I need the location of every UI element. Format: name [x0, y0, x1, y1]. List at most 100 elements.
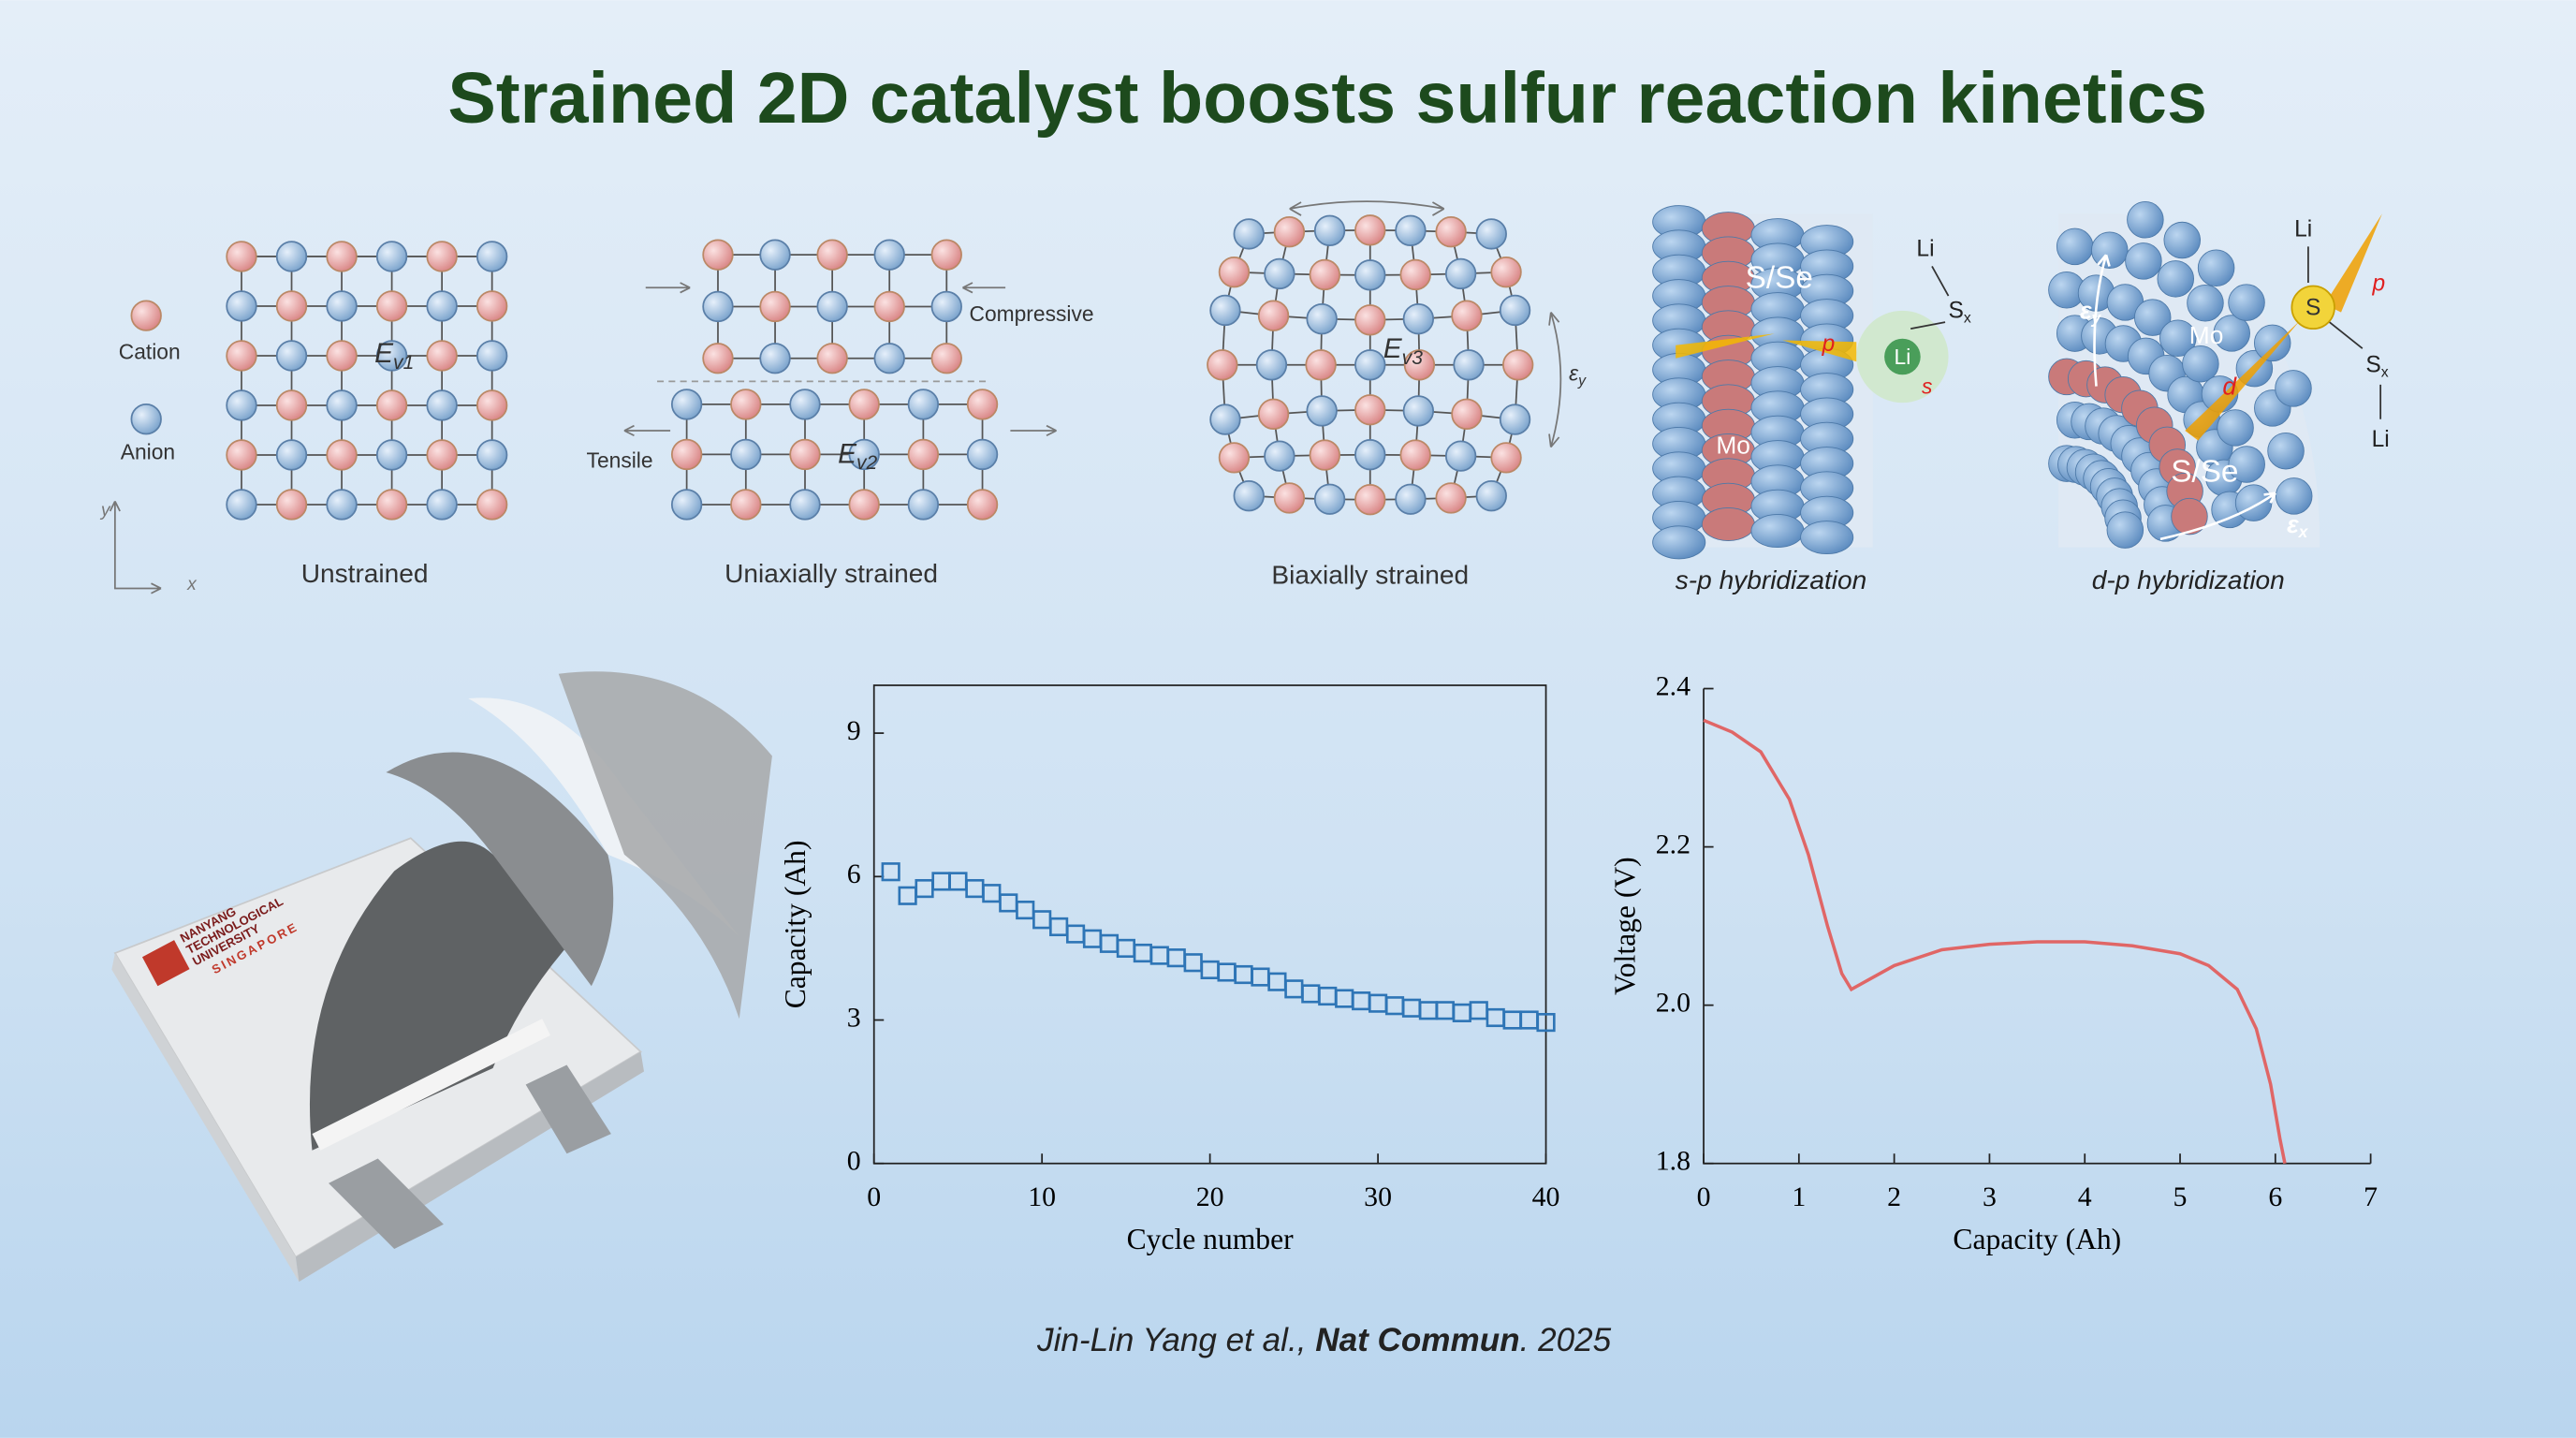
chalcogen-atom: [2275, 477, 2313, 515]
anion-label: Anion: [121, 440, 175, 464]
x-tick-label: 10: [1028, 1181, 1056, 1212]
cation-atom: [1451, 300, 1483, 331]
sx-label: Sx: [1949, 299, 1971, 327]
chalcogen-atom: [2228, 446, 2265, 483]
x-tick-label: 0: [1697, 1181, 1711, 1212]
cation-atom: [670, 438, 703, 471]
chalcogen-atom: [2253, 324, 2291, 362]
anion-atom: [930, 290, 962, 323]
bonds: [1910, 266, 1950, 330]
cation-atom: [759, 290, 791, 323]
cation-atom: [702, 343, 734, 374]
cation-atom: [326, 340, 358, 372]
chalcogen-atom: [1800, 521, 1854, 555]
orbital-s-label: s: [1922, 374, 1932, 398]
strain-y-label: εy: [2080, 297, 2102, 328]
anion-atom: [326, 290, 358, 322]
strain-label: εy: [1569, 360, 1587, 389]
anion-atom: [1354, 259, 1386, 291]
panel-biaxial: Ev3 εy Biaxially strained: [1271, 200, 1587, 590]
anion-atom: [907, 489, 940, 521]
chalcogen-atom: [2197, 249, 2235, 287]
chalcogen-atom: [2127, 201, 2164, 239]
s-atom: [2291, 285, 2335, 330]
orbital-lobes: [2185, 213, 2382, 441]
y-tick-label: 3: [847, 1002, 861, 1033]
y-tick-label: 2.0: [1656, 988, 1690, 1019]
tab: [525, 1064, 611, 1154]
cation-atom: [375, 290, 408, 322]
bonds: [2307, 246, 2382, 419]
y-tick-label: 6: [847, 858, 861, 889]
y-tick-label: 2.2: [1656, 829, 1690, 859]
anion-atom: [1306, 395, 1338, 427]
orbital-lobes: [1676, 333, 1857, 362]
anion-atom: [1264, 257, 1295, 290]
tensile-label: Tensile: [587, 448, 653, 472]
x-tick-label: 6: [2268, 1181, 2282, 1212]
anion-atom: [275, 241, 308, 272]
anion-atom: [1499, 294, 1531, 327]
cation-atom: [816, 239, 848, 271]
cation-atom: [1354, 304, 1386, 336]
chalcogen-atom: [2267, 432, 2305, 470]
anion-atom: [1233, 218, 1265, 250]
cation-atom: [848, 489, 880, 521]
anion-atom: [1264, 440, 1295, 472]
logo-crest: [141, 940, 190, 987]
x-tick-label: 1: [1792, 1181, 1806, 1212]
sp-atoms: [1652, 205, 1854, 560]
cation-atom: [476, 389, 508, 421]
anion-atom: [670, 489, 703, 521]
cation-atom: [1451, 398, 1483, 431]
strain-x-label: εx: [2287, 510, 2309, 541]
chalcogen-atom: [2091, 231, 2129, 270]
anion-atom: [873, 239, 905, 271]
anion-atom: [848, 438, 880, 471]
cation-atom: [1309, 258, 1340, 291]
chalcogen-atom: [2182, 345, 2219, 383]
cation-atom: [1218, 442, 1251, 474]
metal-label: Mo: [1716, 431, 1750, 459]
li-top-label: Li: [1916, 236, 1934, 261]
cation-atom: [1354, 484, 1386, 516]
strain-x-symbol: ε: [2287, 510, 2299, 538]
anion-atom: [670, 389, 703, 420]
metal-atom: [1701, 507, 1755, 542]
cation-atom: [1257, 398, 1290, 431]
cation-atom: [375, 489, 408, 521]
anion-atom: [1444, 257, 1477, 290]
cation-atom: [1490, 442, 1522, 474]
anion-atom: [873, 343, 905, 374]
title: Strained 2D catalyst boosts sulfur react…: [447, 58, 2207, 139]
anion-atom: [476, 439, 508, 471]
orbital-p-label: p: [1822, 331, 1836, 357]
chalcogen-atom: [2187, 284, 2224, 322]
citation-authors: Jin-Lin Yang et al.,: [1036, 1322, 1315, 1358]
data-point: [1016, 900, 1035, 920]
anion-atom: [1395, 214, 1427, 246]
cation-atom: [730, 489, 762, 521]
anion-atom: [759, 343, 791, 374]
cation-atom: [966, 389, 999, 420]
axis-y-label: y: [99, 501, 111, 521]
anion-atom: [816, 290, 848, 323]
rolled-sheet: [386, 752, 614, 987]
anion-atom: [375, 340, 408, 372]
anion-atom: [1209, 404, 1241, 435]
li-atom: [1884, 338, 1921, 375]
li-atom-label: Li: [1895, 345, 1911, 369]
strain-arrows: [1289, 200, 1562, 448]
strain-subscript: y: [1577, 373, 1587, 389]
anion-atom: [1354, 439, 1386, 471]
s-atom-label: S: [2305, 296, 2320, 321]
cation-label: Cation: [119, 340, 181, 364]
anion-atom: [1255, 349, 1288, 381]
cation-atom: [1502, 349, 1534, 381]
energy-label: Ev3: [1383, 333, 1423, 368]
li-bottom-label: Li: [2372, 427, 2390, 452]
cation-atom: [1309, 439, 1340, 471]
anion-atom: [1313, 214, 1346, 246]
data-point: [881, 862, 900, 882]
